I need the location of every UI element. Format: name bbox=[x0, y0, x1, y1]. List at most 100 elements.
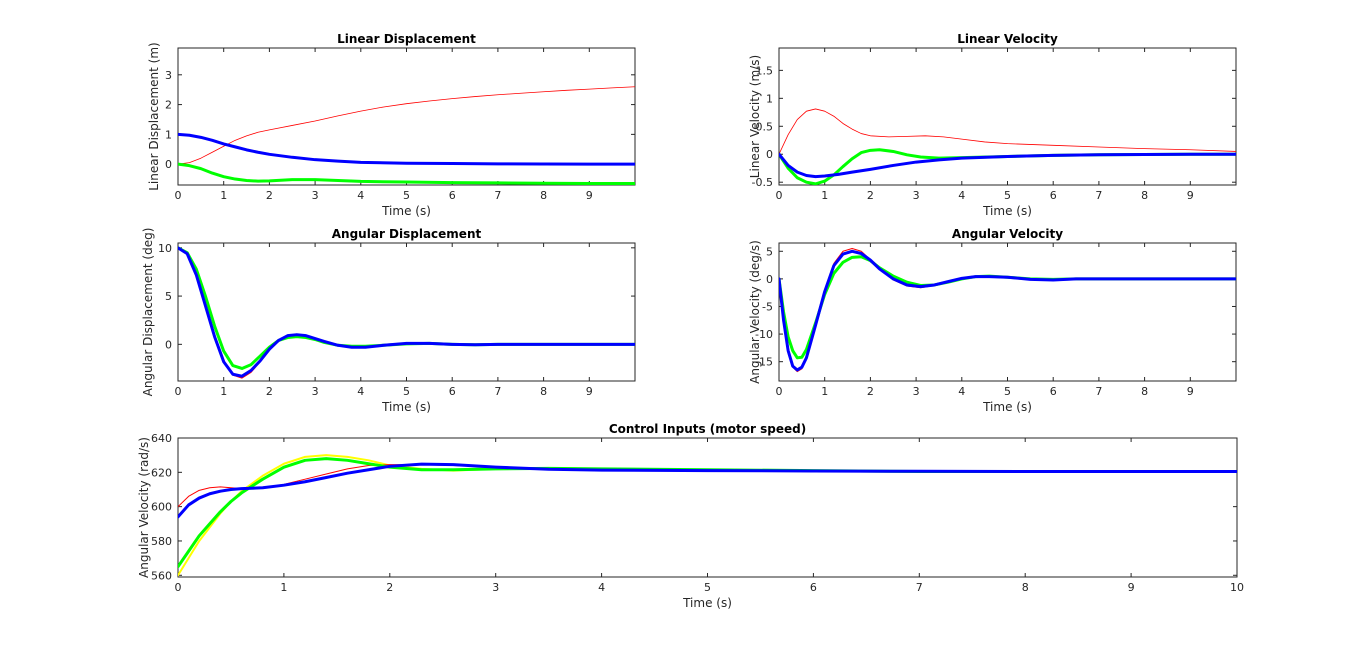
x-tick-label: 9 bbox=[1187, 189, 1194, 202]
y-axis-label: Angular Displacement (deg) bbox=[141, 228, 155, 397]
x-tick-label: 2 bbox=[867, 189, 874, 202]
x-axis-label: Time (s) bbox=[982, 400, 1032, 414]
chart-control-inputs: 0 1 2 3 4 5 6 7 8 9 10 560 580 600 620 640 Control Input… bbox=[137, 422, 1244, 610]
x-tick-label: 8 bbox=[1141, 385, 1148, 398]
y-tick-label: 640 bbox=[151, 432, 172, 445]
x-tick-label: 5 bbox=[403, 189, 410, 202]
x-tick-label: 0 bbox=[776, 189, 783, 202]
y-tick-label: -15 bbox=[755, 356, 773, 369]
x-tick-label: 10 bbox=[1230, 581, 1244, 594]
y-tick-label: -0.5 bbox=[752, 176, 773, 189]
y-tick-label: 1.5 bbox=[756, 64, 774, 77]
x-tick-label: 4 bbox=[958, 189, 965, 202]
x-tick-label: 0 bbox=[175, 581, 182, 594]
x-tick-label: 4 bbox=[357, 189, 364, 202]
series-line-0 bbox=[178, 454, 1237, 577]
x-tick-label: 4 bbox=[357, 385, 364, 398]
y-tick-label: 2 bbox=[165, 99, 172, 112]
x-tick-label: 2 bbox=[266, 385, 273, 398]
chart-title: Linear Velocity bbox=[957, 32, 1058, 46]
x-axis-label: Time (s) bbox=[682, 596, 732, 610]
y-tick-label: 600 bbox=[151, 501, 172, 514]
x-tick-label: 3 bbox=[913, 189, 920, 202]
series-line-2 bbox=[779, 152, 1236, 179]
series-line-1 bbox=[779, 255, 1236, 360]
x-tick-label: 8 bbox=[540, 189, 547, 202]
x-tick-label: 2 bbox=[867, 385, 874, 398]
y-tick-label: 0 bbox=[165, 338, 172, 351]
y-axis-label: Linear Displacement (m) bbox=[147, 42, 161, 190]
series-line-1 bbox=[178, 162, 635, 185]
y-tick-label: 5 bbox=[165, 290, 172, 303]
x-axis-label: Time (s) bbox=[381, 204, 431, 218]
axes-box bbox=[778, 242, 1237, 382]
series-line-3 bbox=[178, 462, 1237, 519]
x-tick-label: 4 bbox=[598, 581, 605, 594]
x-tick-label: 7 bbox=[916, 581, 923, 594]
x-tick-label: 9 bbox=[1128, 581, 1135, 594]
y-axis-label: Linear Velocity (m/s) bbox=[748, 55, 762, 178]
y-tick-label: 0 bbox=[165, 158, 172, 171]
y-tick-label: 560 bbox=[151, 569, 172, 582]
x-tick-label: 6 bbox=[810, 581, 817, 594]
y-axis-label: Angular Velocity (rad/s) bbox=[137, 437, 151, 578]
y-tick-label: 5 bbox=[766, 245, 773, 258]
x-tick-label: 5 bbox=[403, 385, 410, 398]
chart-title: Angular Velocity bbox=[952, 227, 1063, 241]
y-tick-label: 0 bbox=[766, 273, 773, 286]
y-tick-label: 3 bbox=[165, 69, 172, 82]
chart-linear-displacement: 0 1 2 3 4 5 6 7 8 9 0 1 2 3 Linear Displacement Time (s… bbox=[147, 32, 636, 218]
series-group bbox=[779, 108, 1236, 185]
x-tick-label: 6 bbox=[1050, 189, 1057, 202]
x-tick-label: 5 bbox=[1004, 189, 1011, 202]
y-tick-label: 0.5 bbox=[756, 120, 774, 133]
y-tick-label: 620 bbox=[151, 466, 172, 479]
y-tick-label: 1 bbox=[165, 128, 172, 141]
chart-angular-displacement: 0 1 2 3 4 5 6 7 8 9 0 5 10 Angular Displacement Time (… bbox=[141, 227, 636, 414]
y-axis-label: Angular Velocity (deg/s) bbox=[748, 240, 762, 384]
series-line-2 bbox=[779, 249, 1236, 372]
chart-angular-velocity: 0 1 2 3 4 5 6 7 8 9 -15 -10 -5 0 5 Angular Velocity Time… bbox=[748, 227, 1237, 414]
x-axis-label: Time (s) bbox=[381, 400, 431, 414]
series-group bbox=[178, 454, 1237, 577]
x-tick-label: 9 bbox=[586, 385, 593, 398]
x-tick-label: 8 bbox=[1141, 189, 1148, 202]
x-tick-label: 7 bbox=[494, 189, 501, 202]
series-line-1 bbox=[178, 246, 635, 370]
x-axis-label: Time (s) bbox=[982, 204, 1032, 218]
series-line-0 bbox=[178, 86, 635, 165]
series-line-2 bbox=[178, 132, 635, 166]
chart-title: Angular Displacement bbox=[332, 227, 482, 241]
x-tick-label: 6 bbox=[449, 189, 456, 202]
x-tick-label: 5 bbox=[704, 581, 711, 594]
x-tick-label: 1 bbox=[821, 189, 828, 202]
series-line-2 bbox=[178, 246, 635, 378]
y-tick-label: -5 bbox=[762, 300, 773, 313]
x-tick-label: 3 bbox=[312, 189, 319, 202]
x-tick-label: 9 bbox=[586, 189, 593, 202]
x-tick-label: 7 bbox=[494, 385, 501, 398]
y-tick-label: 0 bbox=[766, 148, 773, 161]
x-tick-label: 2 bbox=[266, 189, 273, 202]
x-tick-label: 2 bbox=[386, 581, 393, 594]
x-tick-label: 1 bbox=[220, 189, 227, 202]
series-group bbox=[779, 248, 1236, 373]
y-tick-label: 10 bbox=[158, 242, 172, 255]
x-tick-label: 4 bbox=[958, 385, 965, 398]
x-tick-label: 0 bbox=[175, 385, 182, 398]
x-tick-label: 9 bbox=[1187, 385, 1194, 398]
x-tick-label: 1 bbox=[220, 385, 227, 398]
series-line-0 bbox=[178, 247, 635, 379]
x-tick-label: 8 bbox=[1022, 581, 1029, 594]
x-tick-label: 1 bbox=[280, 581, 287, 594]
x-tick-label: 6 bbox=[449, 385, 456, 398]
x-tick-label: 0 bbox=[776, 385, 783, 398]
y-tick-label: -10 bbox=[755, 328, 773, 341]
x-tick-label: 3 bbox=[913, 385, 920, 398]
y-tick-label: 580 bbox=[151, 535, 172, 548]
series-line-0 bbox=[779, 108, 1236, 155]
chart-title: Control Inputs (motor speed) bbox=[609, 422, 806, 436]
series-group bbox=[178, 246, 635, 379]
